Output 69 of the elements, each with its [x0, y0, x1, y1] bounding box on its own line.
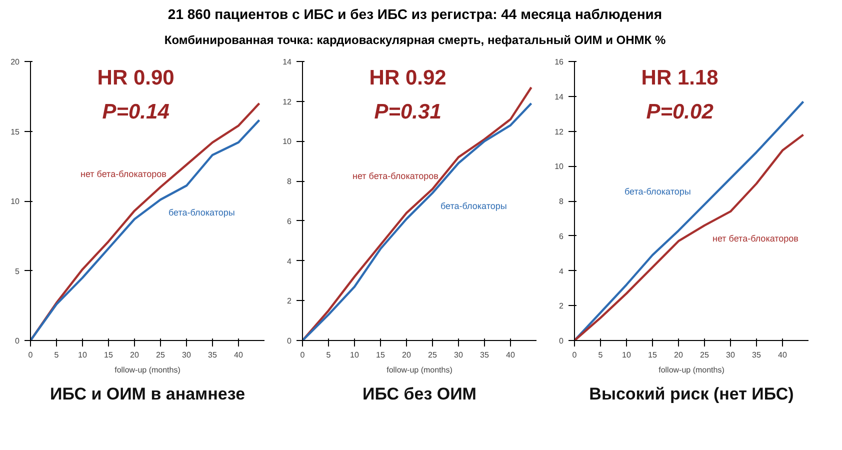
y-tick-label: 12 — [554, 127, 564, 136]
y-tick-label: 0 — [15, 336, 20, 346]
x-axis-title: follow-up (months) — [114, 366, 181, 375]
x-tick-label: 40 — [234, 350, 244, 360]
x-tick-label: 15 — [104, 350, 114, 360]
y-tick-label: 5 — [15, 266, 20, 276]
series-label: нет бета-блокаторов — [352, 171, 439, 182]
x-tick-label: 30 — [726, 350, 736, 360]
annotation: P=0.02 — [646, 100, 714, 124]
x-tick-label: 40 — [506, 350, 516, 360]
y-tick-label: 8 — [287, 177, 292, 186]
y-tick-label: 14 — [282, 58, 292, 67]
series-label: бета-блокаторы — [168, 208, 235, 218]
x-tick-label: 25 — [156, 350, 166, 360]
x-tick-label: 5 — [326, 350, 332, 360]
y-tick-label: 15 — [10, 127, 20, 136]
x-tick-label: 40 — [778, 350, 788, 360]
x-tick-label: 0 — [28, 350, 34, 360]
series-label: нет бета-блокаторов — [712, 234, 799, 244]
x-tick-label: 35 — [208, 350, 218, 360]
y-tick-label: 20 — [10, 58, 20, 67]
x-tick-label: 20 — [130, 350, 140, 360]
x-tick-label: 20 — [402, 350, 412, 360]
y-tick-label: 10 — [10, 197, 20, 206]
x-axis-title: follow-up (months) — [386, 366, 453, 375]
y-tick-label: 4 — [559, 266, 564, 276]
x-tick-label: 0 — [572, 350, 578, 360]
annotation: HR 1.18 — [641, 66, 719, 90]
annotation: HR 0.90 — [97, 66, 174, 90]
x-tick-label: 35 — [480, 350, 490, 360]
series-label: бета-блокаторы — [624, 186, 691, 197]
y-tick-label: 4 — [287, 256, 292, 266]
x-tick-label: 30 — [182, 350, 192, 360]
y-tick-label: 10 — [554, 162, 564, 172]
text: Комбинированная точка: кардиоваскулярная смерть, нефатальный ОИМ и ОНМК % — [164, 32, 666, 49]
y-tick-label: 2 — [559, 302, 564, 311]
x-tick-label: 20 — [674, 350, 684, 360]
text: 21 860 пациентов с ИБС и без ИБС из регистра: 44 месяца наблюдения — [168, 5, 662, 24]
y-tick-label: 14 — [554, 92, 564, 102]
text: ИБС без ОИМ — [362, 384, 476, 404]
x-axis-title: follow-up (months) — [658, 366, 725, 375]
y-tick-label: 12 — [282, 98, 292, 106]
series-label: нет бета-блокаторов — [80, 169, 167, 180]
y-tick-label: 6 — [287, 217, 292, 226]
x-tick-label: 25 — [428, 350, 438, 360]
annotation: HR 0.92 — [369, 66, 446, 90]
y-tick-label: 10 — [282, 137, 292, 146]
annotation: P=0.14 — [102, 100, 170, 124]
text: Высокий риск (нет ИБС) — [589, 384, 794, 404]
annotation: P=0.31 — [374, 100, 442, 124]
text: ИБС и ОИМ в анамнезе — [50, 384, 246, 404]
x-tick-label: 5 — [598, 350, 604, 360]
x-tick-label: 0 — [300, 350, 306, 360]
x-tick-label: 15 — [376, 350, 386, 360]
x-tick-label: 25 — [700, 350, 710, 360]
x-tick-label: 30 — [454, 350, 464, 360]
y-tick-label: 8 — [559, 197, 564, 206]
x-tick-label: 10 — [622, 350, 632, 360]
y-tick-label: 6 — [559, 232, 564, 242]
x-tick-label: 35 — [752, 350, 762, 360]
series-label: бета-блокаторы — [440, 201, 507, 212]
y-tick-label: 16 — [554, 58, 564, 67]
x-tick-label: 10 — [350, 350, 360, 360]
x-tick-label: 10 — [78, 350, 88, 360]
x-tick-label: 15 — [648, 350, 658, 360]
x-tick-label: 5 — [54, 350, 60, 360]
y-tick-label: 0 — [287, 336, 292, 346]
y-tick-label: 2 — [287, 296, 292, 306]
y-tick-label: 0 — [559, 336, 564, 346]
